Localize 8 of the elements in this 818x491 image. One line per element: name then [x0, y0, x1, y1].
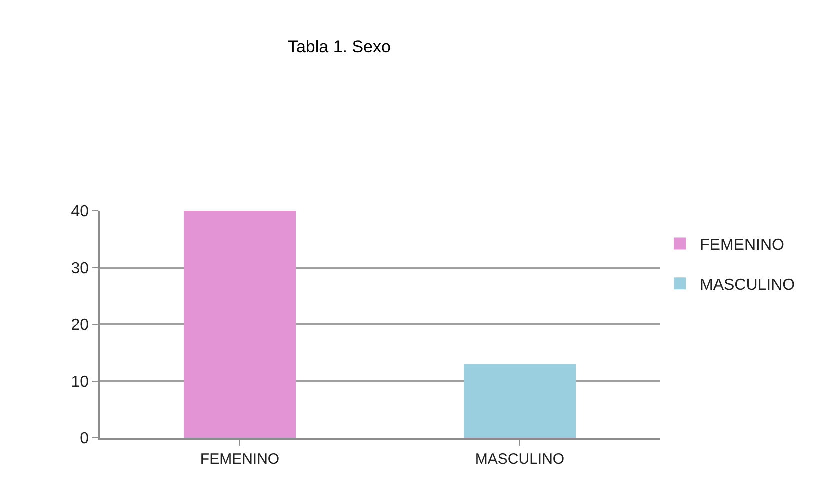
y-tick-label: 20	[71, 317, 90, 334]
legend-label: FEMENINO	[700, 237, 784, 254]
y-tick-label: 30	[71, 260, 90, 278]
legend-label: MASCULINO	[700, 276, 796, 294]
y-tick-label: 40	[71, 204, 90, 221]
chart-title: Tabla 1. Sexo	[288, 38, 391, 57]
y-tick-label: 0	[80, 430, 90, 448]
y-tick-label: 10	[71, 374, 90, 391]
